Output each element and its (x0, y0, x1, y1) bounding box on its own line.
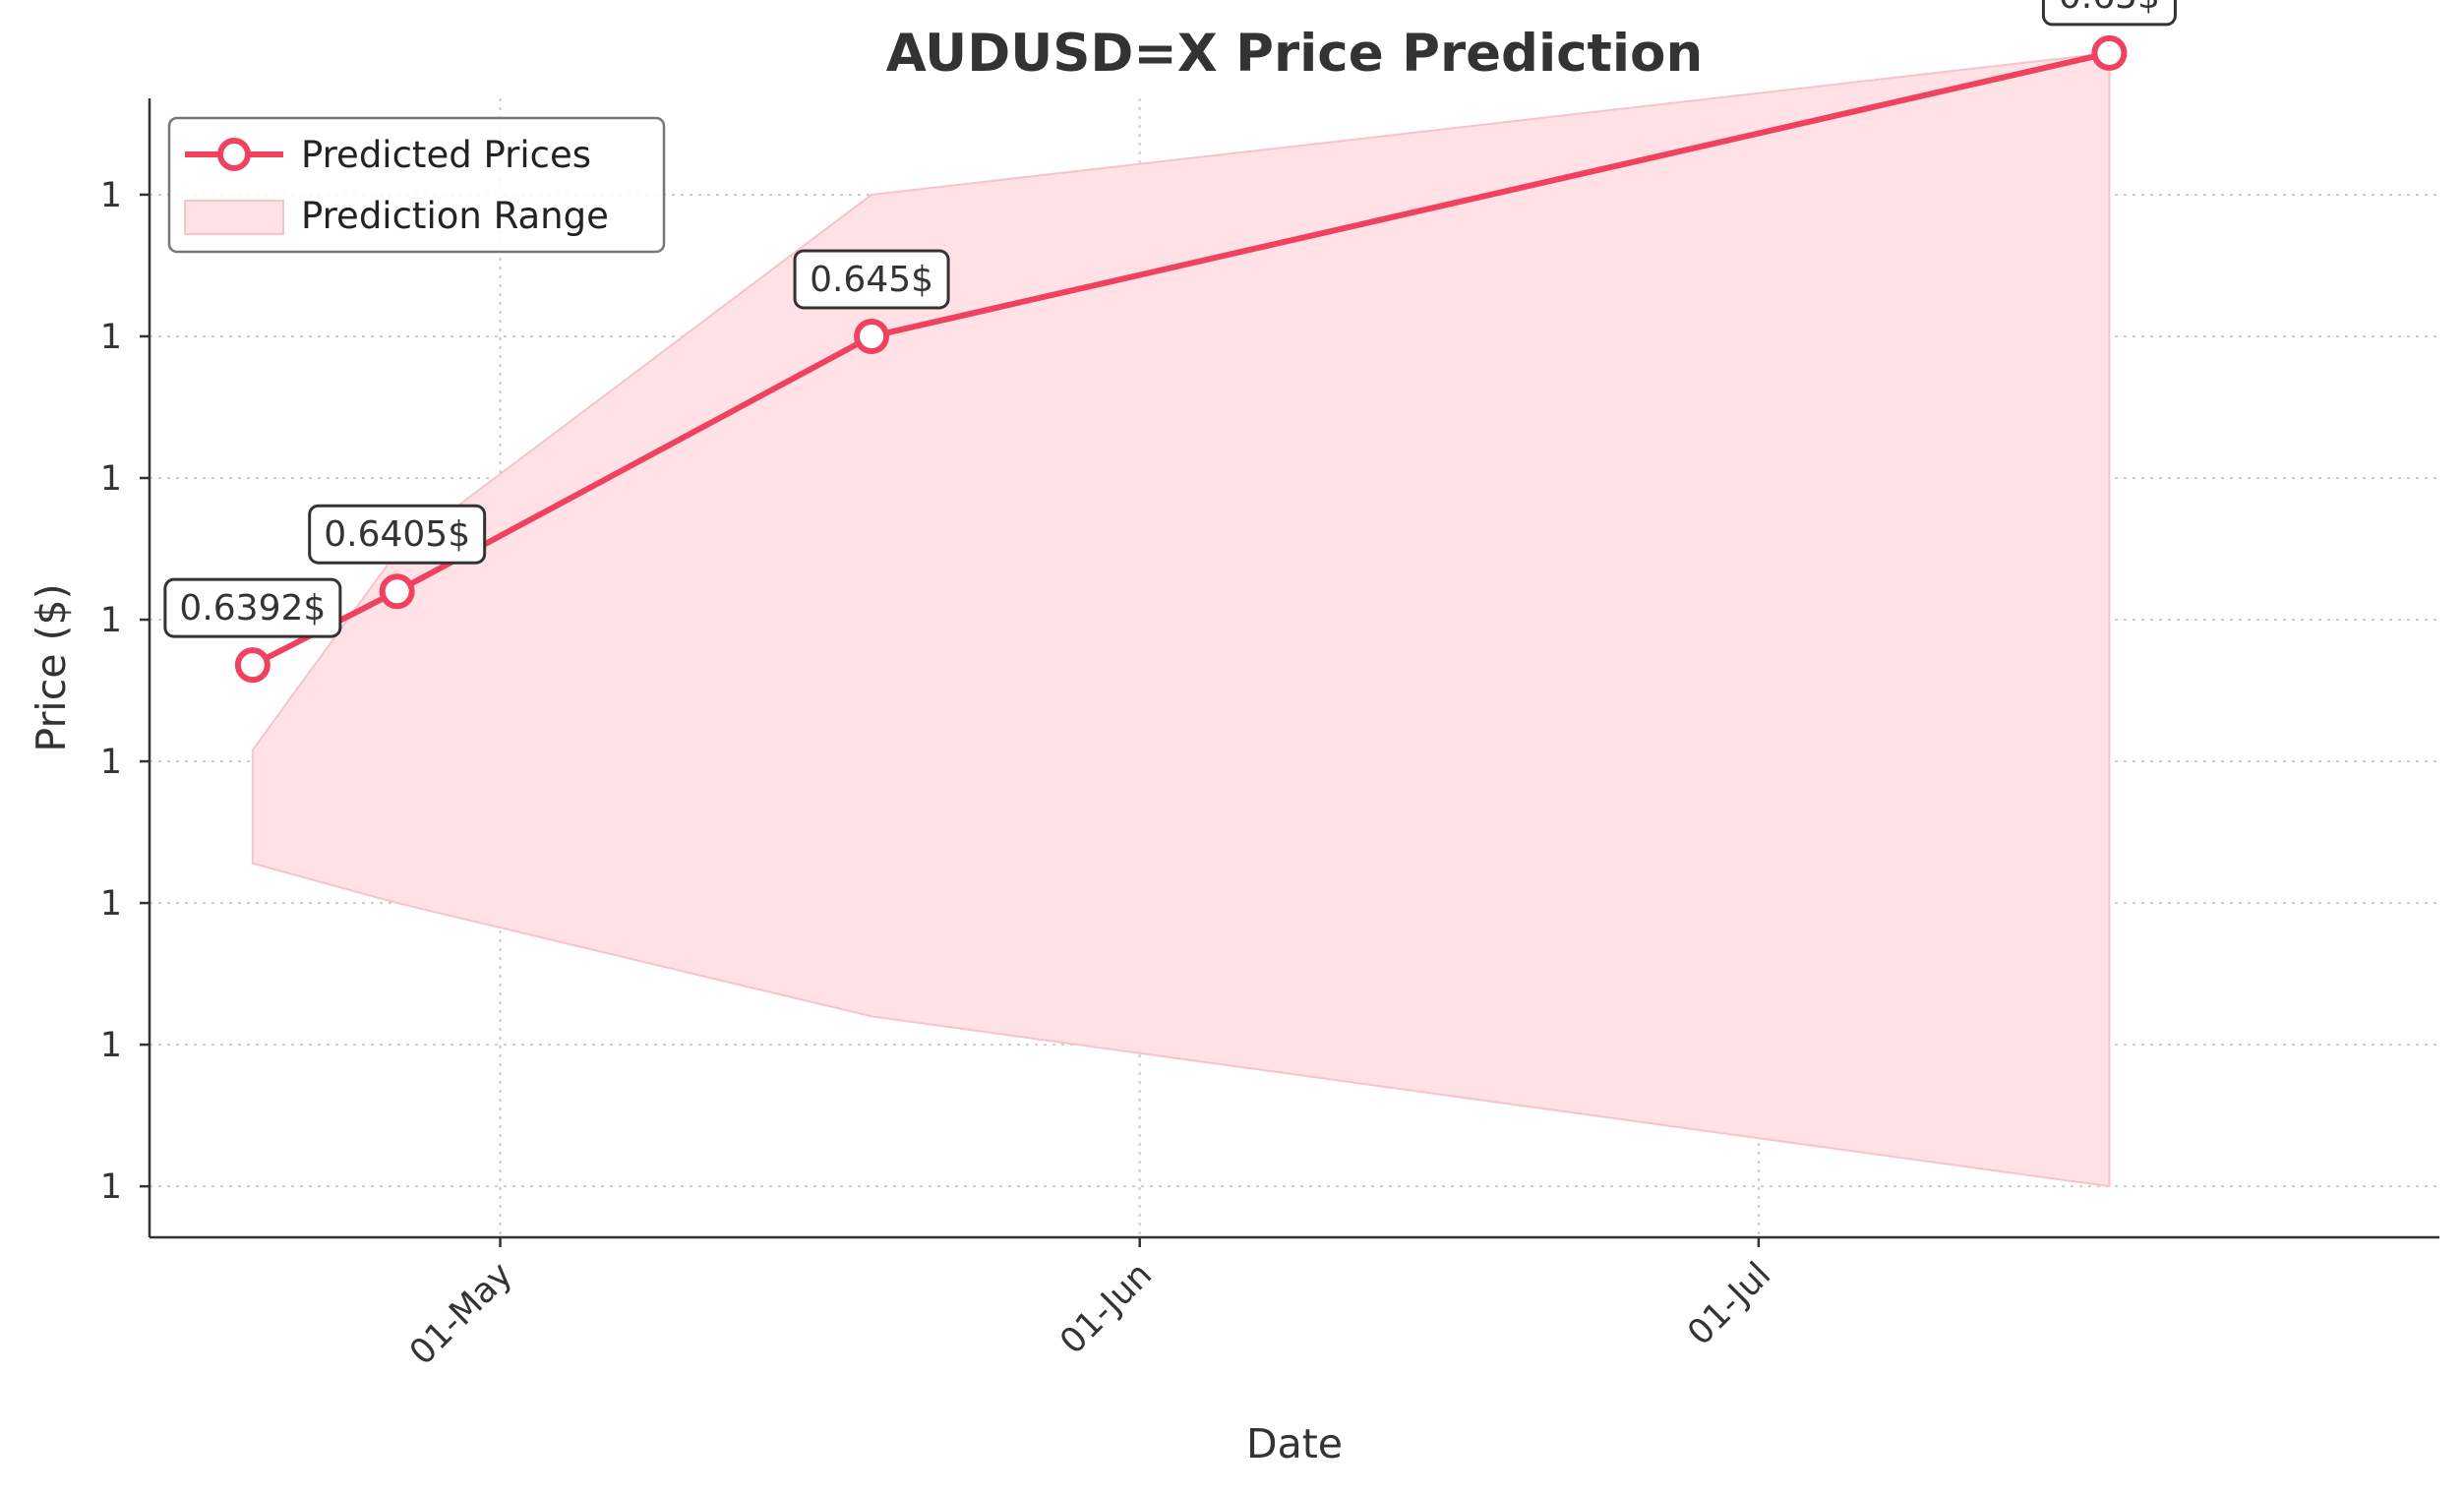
legend: Predicted Prices Prediction Range (167, 116, 666, 254)
legend-label-predicted: Predicted Prices (301, 134, 591, 176)
legend-area-swatch (184, 200, 284, 235)
chart-title: AUDUSD=X Price Prediction (886, 24, 1703, 84)
predicted-price-point (379, 573, 415, 610)
legend-frame (167, 116, 666, 254)
y-axis-label: Price ($) (28, 583, 75, 751)
annotation-label: 0.645$ (810, 260, 933, 300)
predicted-price-point (854, 318, 890, 354)
price-annotation: 0.6392$ (163, 577, 342, 638)
y-tick-label: 1 (100, 459, 122, 499)
x-axis-label: Date (1246, 1420, 1343, 1467)
y-tick-label: 1 (100, 1026, 122, 1065)
predicted-price-point (234, 647, 270, 684)
annotation-box (2041, 0, 2177, 27)
y-tick-label: 1 (100, 1167, 122, 1207)
x-tick-label: 01-May (402, 1255, 520, 1373)
price-annotation: 0.6405$ (308, 504, 487, 565)
annotation-box (793, 249, 950, 310)
legend-label-range: Prediction Range (301, 195, 609, 237)
x-tick-label: 01-Jun (1052, 1255, 1160, 1362)
annotation-box (163, 577, 342, 638)
annotation-box (308, 504, 487, 565)
area-layer (251, 51, 2111, 1188)
y-tick-label: 1 (100, 176, 122, 215)
y-tick-label: 1 (100, 601, 122, 640)
predicted-price-point (2091, 34, 2128, 71)
legend-marker-swatch (217, 138, 251, 171)
price-annotation: 0.645$ (793, 249, 950, 310)
price-annotation: 0.65$ (2041, 0, 2177, 27)
y-tick-label: 1 (100, 318, 122, 357)
annotation-label: 0.65$ (2059, 0, 2160, 17)
prediction-range-area (251, 51, 2111, 1188)
y-tick-label: 1 (100, 743, 122, 782)
annotation-label: 0.6405$ (324, 514, 470, 555)
y-tick-label: 1 (100, 884, 122, 924)
x-tick-label: 01-Jul (1680, 1255, 1778, 1353)
annotation-layer: 0.6392$ 0.6405$ 0.645$ 0.65$ (163, 0, 2177, 638)
annotation-label: 0.6392$ (179, 588, 326, 628)
